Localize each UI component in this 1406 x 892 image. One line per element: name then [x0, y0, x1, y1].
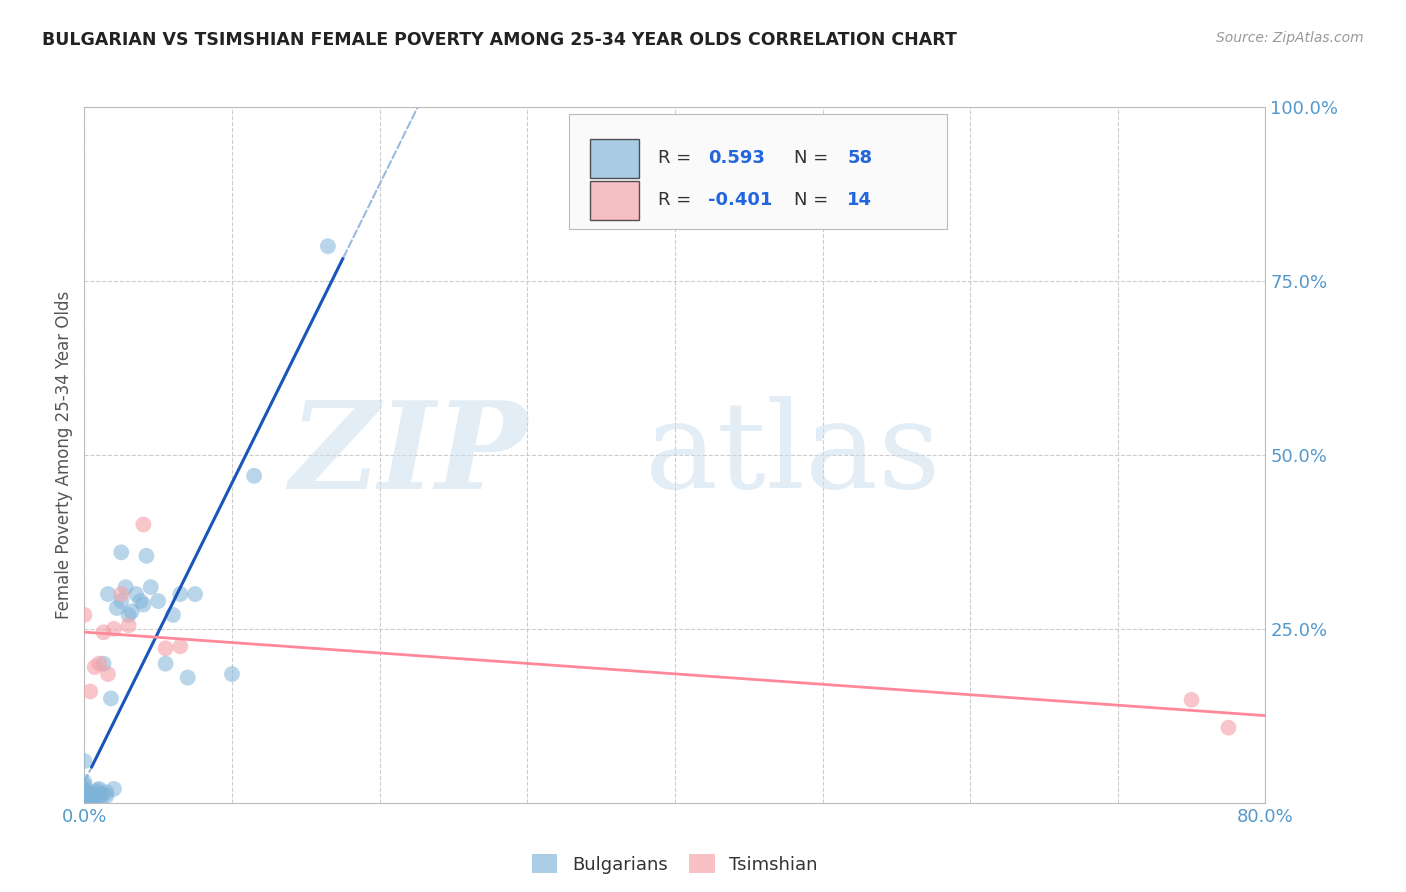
Point	[73, 607, 96, 622]
Point	[80, 789, 103, 803]
Point	[84, 785, 107, 799]
Point	[221, 667, 243, 681]
Point	[73, 790, 96, 805]
Point	[105, 601, 128, 615]
Point	[73, 791, 96, 805]
Point	[73, 793, 96, 807]
Point	[73, 791, 96, 805]
Point	[1218, 721, 1240, 735]
Point	[135, 549, 157, 563]
Point	[73, 783, 96, 797]
Text: BULGARIAN VS TSIMSHIAN FEMALE POVERTY AMONG 25-34 YEAR OLDS CORRELATION CHART: BULGARIAN VS TSIMSHIAN FEMALE POVERTY AM…	[42, 31, 957, 49]
Point	[121, 605, 143, 619]
Text: 0.593: 0.593	[709, 149, 765, 167]
Point	[139, 580, 162, 594]
Point	[118, 607, 141, 622]
Text: atlas: atlas	[645, 396, 941, 514]
Text: ZIP: ZIP	[290, 396, 527, 514]
Point	[155, 641, 177, 656]
Point	[73, 794, 96, 808]
Point	[73, 754, 96, 768]
Point	[125, 587, 148, 601]
Point	[148, 594, 170, 608]
Point	[177, 671, 200, 685]
Point	[118, 618, 141, 632]
Text: 58: 58	[848, 149, 873, 167]
Point	[82, 792, 104, 806]
Point	[73, 789, 96, 803]
Point	[114, 580, 136, 594]
Point	[86, 783, 108, 797]
Point	[91, 788, 114, 802]
Point	[100, 691, 122, 706]
Point	[73, 792, 96, 806]
Point	[87, 781, 111, 796]
Point	[79, 684, 101, 698]
Point	[132, 517, 155, 532]
Text: R =: R =	[658, 191, 697, 209]
Text: R =: R =	[658, 149, 697, 167]
Point	[83, 788, 105, 802]
FancyBboxPatch shape	[591, 139, 640, 178]
Point	[73, 794, 96, 808]
Point	[103, 622, 125, 636]
Point	[73, 795, 96, 809]
FancyBboxPatch shape	[568, 114, 946, 229]
Point	[90, 792, 112, 806]
Point	[73, 775, 96, 789]
Point	[73, 778, 96, 792]
Point	[110, 587, 132, 601]
Point	[73, 796, 96, 810]
Point	[243, 468, 266, 483]
Point	[93, 657, 115, 671]
Point	[110, 545, 132, 559]
Point	[93, 625, 115, 640]
Point	[73, 788, 96, 802]
FancyBboxPatch shape	[591, 181, 640, 219]
Point	[169, 639, 191, 653]
Point	[316, 239, 339, 253]
Point	[73, 796, 96, 810]
Point	[77, 796, 100, 810]
Point	[162, 607, 184, 622]
Point	[132, 598, 155, 612]
Point	[87, 789, 111, 803]
Text: N =: N =	[794, 191, 834, 209]
Point	[1180, 693, 1202, 707]
Legend: Bulgarians, Tsimshian: Bulgarians, Tsimshian	[533, 855, 817, 874]
Point	[83, 660, 105, 674]
Text: Source: ZipAtlas.com: Source: ZipAtlas.com	[1216, 31, 1364, 45]
Point	[97, 667, 120, 681]
Point	[79, 792, 101, 806]
Point	[103, 781, 125, 796]
Point	[184, 587, 207, 601]
Point	[169, 587, 191, 601]
Point	[96, 785, 118, 799]
Point	[80, 796, 103, 810]
Point	[97, 587, 120, 601]
Text: 14: 14	[848, 191, 872, 209]
Text: -0.401: -0.401	[709, 191, 772, 209]
Point	[155, 657, 177, 671]
Text: N =: N =	[794, 149, 834, 167]
Point	[73, 796, 96, 810]
Point	[87, 657, 111, 671]
Point	[110, 594, 132, 608]
Point	[96, 789, 118, 803]
Point	[73, 796, 96, 810]
Y-axis label: Female Poverty Among 25-34 Year Olds: Female Poverty Among 25-34 Year Olds	[55, 291, 73, 619]
Point	[73, 785, 96, 799]
Point	[129, 594, 152, 608]
Point	[73, 781, 96, 796]
